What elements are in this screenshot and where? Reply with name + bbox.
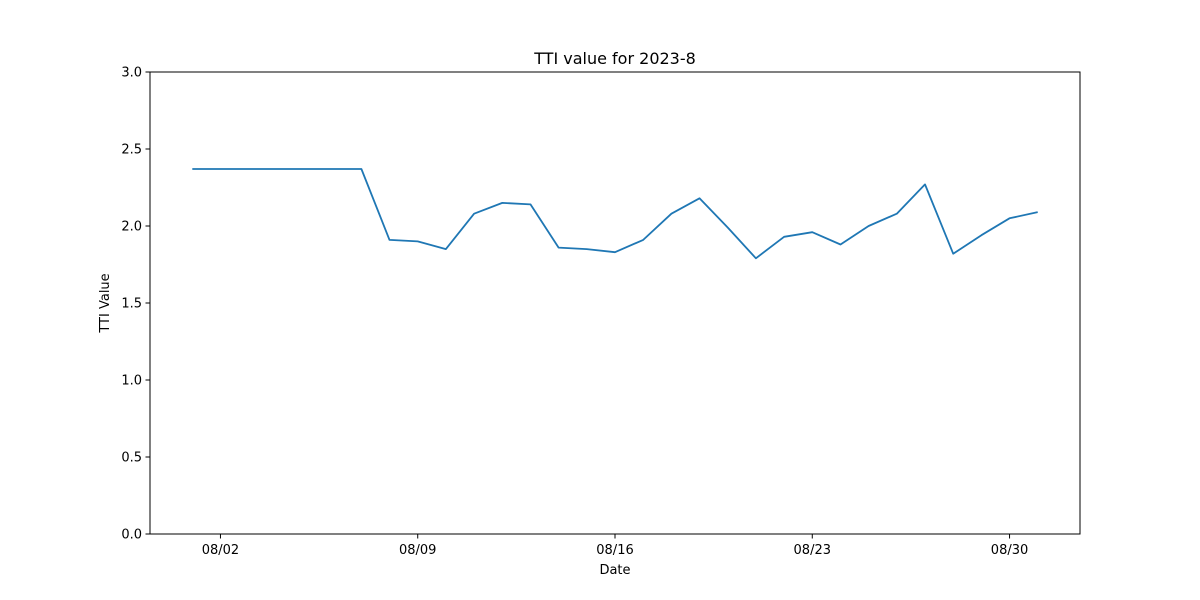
x-tick-label: 08/30 [991,543,1028,558]
x-tick-label: 08/23 [794,543,831,558]
x-tick-label: 08/16 [596,543,633,558]
x-tick-label: 08/02 [202,543,239,558]
plot-area: 0.0 0.5 1.0 1.5 2.0 2.5 3.0 08/02 08/09 08/16 08/2… [121,66,1081,558]
y-tick-label: 3.0 [121,66,142,81]
y-tick-label: 0.0 [121,528,142,543]
series-line [192,168,1038,260]
chart-title: TTI value for 2023-8 [533,49,696,68]
axes-frame [149,71,1081,535]
x-tick-label: 08/09 [399,543,436,558]
y-tick-label: 2.0 [121,220,142,235]
y-tick-label: 2.5 [121,143,142,158]
y-tick-label: 0.5 [121,451,142,466]
y-axis-label: TTI Value [98,273,113,333]
y-tick-label: 1.5 [121,297,142,312]
y-tick-label: 1.0 [121,374,142,389]
x-axis-label: Date [599,563,630,578]
